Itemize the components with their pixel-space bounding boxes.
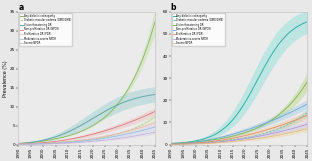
Text: b: b — [171, 3, 176, 12]
Text: a: a — [18, 3, 23, 12]
Legend: Any diabetic retinopathy, Diabetic macular oedema (DMO/DME), Vision threatening : Any diabetic retinopathy, Diabetic macul… — [172, 13, 225, 46]
Y-axis label: Prevalence (%): Prevalence (%) — [3, 60, 8, 96]
Legend: Any diabetic retinopathy, Diabetic macular oedema (DMO/DME), Vision threatening : Any diabetic retinopathy, Diabetic macul… — [19, 13, 72, 46]
